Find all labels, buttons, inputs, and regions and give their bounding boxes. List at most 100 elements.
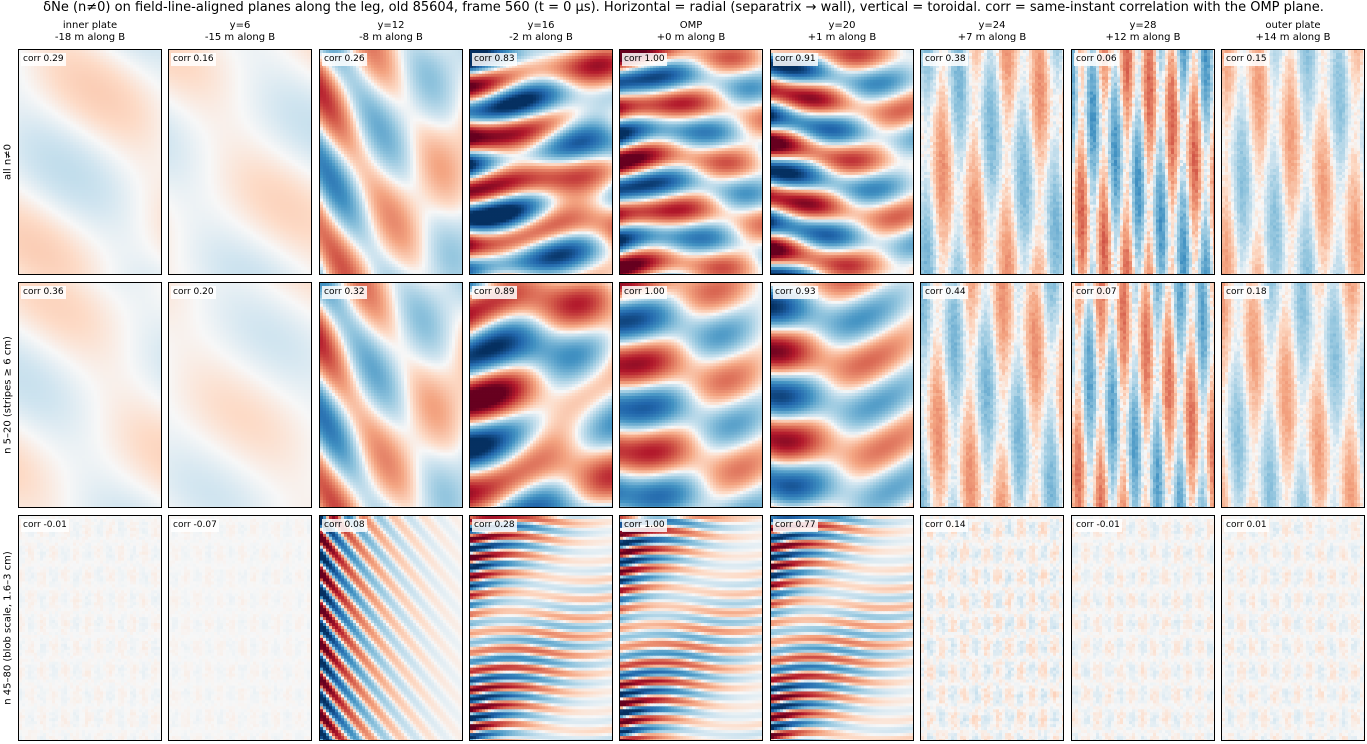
heatmap-cell [40,136,43,139]
heatmap-cell [31,231,34,234]
heatmap-cell [181,86,184,89]
heatmap-panel: corr 0.16 [168,49,312,275]
heatmap-cell [151,199,154,202]
heatmap-cell [49,160,52,163]
heatmap-cell [103,148,106,151]
heatmap-cell [91,145,94,148]
heatmap-cell [289,65,292,68]
heatmap-cell [241,95,244,98]
heatmap-cell [73,53,76,56]
heatmap-cell [154,139,157,142]
heatmap-cell [46,68,49,71]
heatmap-cell [154,121,157,124]
heatmap-cell [70,139,73,142]
heatmap-cell [49,145,52,148]
heatmap-cell [109,178,112,181]
heatmap-cell [82,80,85,83]
heatmap-cell [175,80,178,83]
heatmap-cell [73,115,76,118]
heatmap-cell [154,264,157,267]
heatmap-cell [28,118,31,121]
heatmap-cell [103,184,106,187]
heatmap-cell [82,246,85,249]
heatmap-cell [118,109,121,112]
heatmap-cell [43,89,46,92]
heatmap-cell [103,157,106,160]
heatmap-cell [97,142,100,145]
heatmap-cell [46,261,49,264]
heatmap-cell [205,118,208,121]
heatmap-cell [85,237,88,240]
heatmap-cell [274,104,277,107]
heatmap-cell [103,211,106,214]
heatmap-cell [55,240,58,243]
heatmap-cell [70,95,73,98]
heatmap-cell [37,249,40,252]
heatmap-cell [205,71,208,74]
heatmap-cell [217,80,220,83]
heatmap-cell [145,89,148,92]
heatmap-cell [55,98,58,101]
heatmap-cell [130,273,133,275]
heatmap-cell [232,89,235,92]
heatmap-cell [58,154,61,157]
heatmap-cell [112,243,115,246]
heatmap-cell [202,115,205,118]
heatmap-cell [31,154,34,157]
heatmap-cell [79,246,82,249]
heatmap-cell [178,109,181,112]
heatmap-cell [76,71,79,74]
heatmap-cell [94,65,97,68]
heatmap-cell [145,211,148,214]
heatmap-cell [145,107,148,110]
heatmap-cell [145,118,148,121]
heatmap-cell [70,237,73,240]
heatmap-cell [118,133,121,136]
heatmap-cell [148,109,151,112]
heatmap-cell [127,133,130,136]
heatmap-cell [115,190,118,193]
heatmap-cell [145,264,148,267]
heatmap-cell [280,112,283,115]
heatmap-cell [76,80,79,83]
heatmap-cell [121,101,124,104]
heatmap-cell [226,65,229,68]
heatmap-cell [88,107,91,110]
heatmap-cell [109,231,112,234]
heatmap-cell [103,124,106,127]
heatmap-cell [52,118,55,121]
heatmap-cell [34,109,37,112]
heatmap-cell [160,193,162,196]
heatmap-cell [253,104,256,107]
heatmap-cell [97,83,100,86]
heatmap-cell [115,112,118,115]
heatmap-cell [49,115,52,118]
heatmap-cell [136,50,139,53]
heatmap-cell [301,112,304,115]
heatmap-cell [121,202,124,205]
heatmap-cell [118,169,121,172]
heatmap-cell [58,214,61,217]
heatmap-cell [277,83,280,86]
heatmap-cell [88,104,91,107]
heatmap-cell [82,225,85,228]
heatmap-cell [259,59,262,62]
heatmap-cell [169,115,172,118]
heatmap-cell [79,217,82,220]
heatmap-cell [67,220,70,223]
heatmap-cell [142,166,145,169]
heatmap-cell [148,148,151,151]
heatmap-cell [304,104,307,107]
heatmap-cell [244,115,247,118]
heatmap-cell [121,273,124,275]
heatmap-cell [121,211,124,214]
heatmap-cell [196,95,199,98]
heatmap-cell [202,124,205,127]
heatmap-cell [73,86,76,89]
heatmap-cell [91,172,94,175]
heatmap-cell [127,109,130,112]
heatmap-cell [43,130,46,133]
heatmap-cell [247,62,250,65]
heatmap-cell [46,74,49,77]
heatmap-cell [97,130,100,133]
